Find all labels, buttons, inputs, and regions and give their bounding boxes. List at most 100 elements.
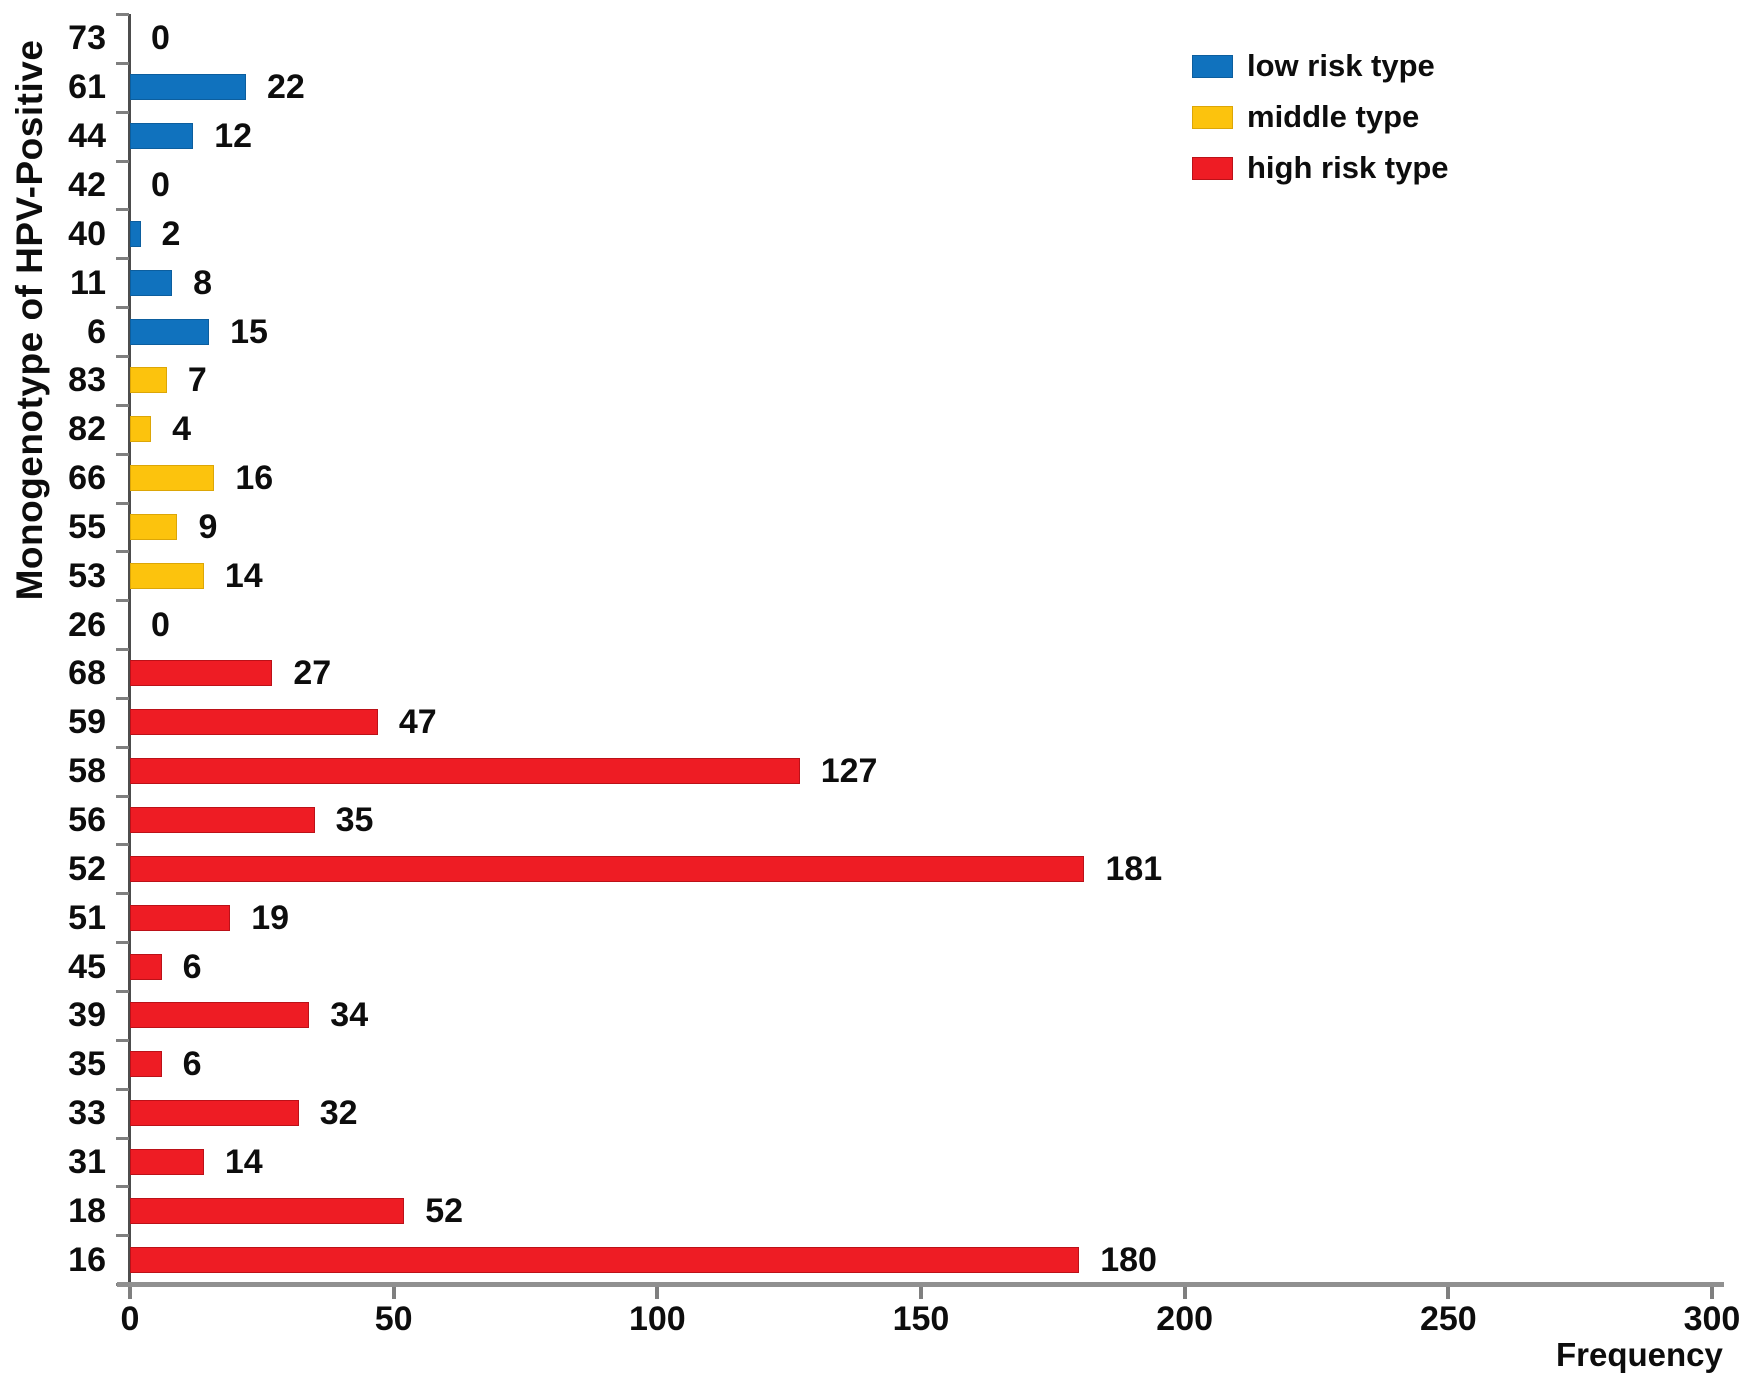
value-label-58: 127 [820, 752, 878, 791]
x-tick-label-200: 200 [1156, 1300, 1214, 1339]
y-axis-line [128, 14, 131, 1287]
category-label-18: 18 [68, 1191, 106, 1230]
y-axis-tick [116, 257, 129, 261]
category-label-52: 52 [68, 849, 106, 888]
x-tick-label-250: 250 [1419, 1300, 1477, 1339]
bar-39 [130, 1002, 310, 1029]
bar-82 [130, 416, 152, 443]
y-axis-tick [116, 941, 129, 945]
category-label-66: 66 [68, 459, 106, 498]
category-label-68: 68 [68, 654, 106, 693]
x-axis-tick [655, 1287, 660, 1300]
y-axis-tick [116, 550, 129, 554]
bar-16 [130, 1246, 1080, 1273]
x-axis-tick [1446, 1287, 1451, 1300]
legend-label-low-risk: low risk type [1247, 48, 1435, 83]
y-axis-tick [116, 794, 129, 798]
category-label-53: 53 [68, 556, 106, 595]
bar-52 [130, 855, 1085, 882]
value-label-16: 180 [1100, 1240, 1157, 1279]
y-axis-tick [116, 61, 129, 65]
bar-44 [130, 123, 194, 150]
y-axis-tick [116, 1185, 129, 1189]
bar-6 [130, 318, 210, 345]
value-label-45: 6 [182, 947, 202, 986]
value-label-6: 15 [230, 312, 268, 351]
bar-40 [130, 220, 141, 247]
value-label-73: 0 [151, 19, 170, 58]
y-axis-tick [116, 306, 129, 310]
category-label-33: 33 [68, 1094, 106, 1133]
y-axis-tick [116, 1038, 129, 1042]
category-label-11: 11 [70, 263, 106, 302]
y-axis-tick [116, 13, 129, 16]
category-label-59: 59 [68, 703, 106, 742]
x-axis-title: Frequency [1556, 1336, 1723, 1373]
value-label-61: 22 [267, 68, 305, 107]
value-label-11: 8 [193, 263, 213, 302]
bar-58 [130, 758, 800, 785]
bar-11 [130, 269, 173, 296]
legend-item-low-risk: low risk type [1192, 48, 1449, 83]
category-label-6: 6 [87, 312, 106, 351]
value-label-26: 0 [151, 605, 170, 644]
value-label-44: 12 [214, 117, 253, 156]
y-axis-tick [116, 696, 129, 700]
category-label-42: 42 [68, 165, 106, 204]
value-label-52: 181 [1105, 849, 1163, 888]
category-label-39: 39 [68, 996, 106, 1035]
value-label-33: 32 [319, 1094, 358, 1133]
x-axis-tick [391, 1287, 396, 1300]
x-tick-label-300: 300 [1683, 1300, 1741, 1339]
y-axis-tick [116, 745, 129, 749]
x-tick-label-0: 0 [120, 1300, 140, 1339]
value-label-55: 9 [198, 507, 218, 546]
bar-68 [130, 660, 273, 687]
bar-33 [130, 1100, 299, 1127]
bar-31 [130, 1148, 204, 1175]
y-axis-tick [116, 208, 129, 212]
category-label-61: 61 [68, 68, 106, 107]
category-label-58: 58 [68, 752, 106, 791]
legend-item-middle: middle type [1192, 99, 1449, 134]
legend-item-high-risk: high risk type [1192, 150, 1449, 185]
y-axis-tick [116, 1136, 129, 1140]
value-label-40: 2 [161, 214, 181, 253]
x-axis-tick [1709, 1287, 1714, 1300]
y-axis-tick [116, 159, 129, 163]
value-label-31: 14 [224, 1142, 263, 1181]
category-label-45: 45 [68, 947, 106, 986]
high-risk-swatch-icon [1192, 156, 1233, 180]
value-label-35: 6 [182, 1045, 202, 1084]
category-label-31: 31 [68, 1142, 106, 1181]
bar-53 [130, 562, 204, 589]
value-label-56: 35 [335, 801, 374, 840]
bar-83 [130, 367, 167, 394]
category-label-44: 44 [68, 117, 106, 156]
value-label-53: 14 [224, 556, 263, 595]
value-label-66: 16 [235, 459, 274, 498]
y-axis-tick [116, 892, 129, 896]
bar-56 [130, 807, 315, 834]
low-risk-swatch-icon [1192, 54, 1233, 78]
y-axis-tick [116, 354, 129, 358]
value-label-42: 0 [151, 165, 170, 204]
value-label-51: 19 [251, 898, 290, 937]
x-tick-label-100: 100 [628, 1300, 686, 1339]
value-label-83: 7 [187, 361, 207, 400]
category-label-40: 40 [68, 214, 106, 253]
middle-type-swatch-icon [1192, 105, 1233, 129]
y-axis-tick [116, 403, 129, 407]
y-axis-tick [116, 1087, 129, 1091]
category-label-56: 56 [68, 801, 106, 840]
category-label-83: 83 [68, 361, 106, 400]
legend: low risk type middle type high risk type [1192, 48, 1449, 207]
value-label-82: 4 [172, 410, 191, 449]
bar-61 [130, 74, 246, 101]
legend-label-high-risk: high risk type [1247, 150, 1449, 185]
bar-66 [130, 465, 215, 492]
x-tick-label-50: 50 [374, 1300, 413, 1339]
x-axis-tick [128, 1287, 132, 1300]
y-axis-tick [116, 452, 129, 456]
value-label-39: 34 [330, 996, 369, 1035]
